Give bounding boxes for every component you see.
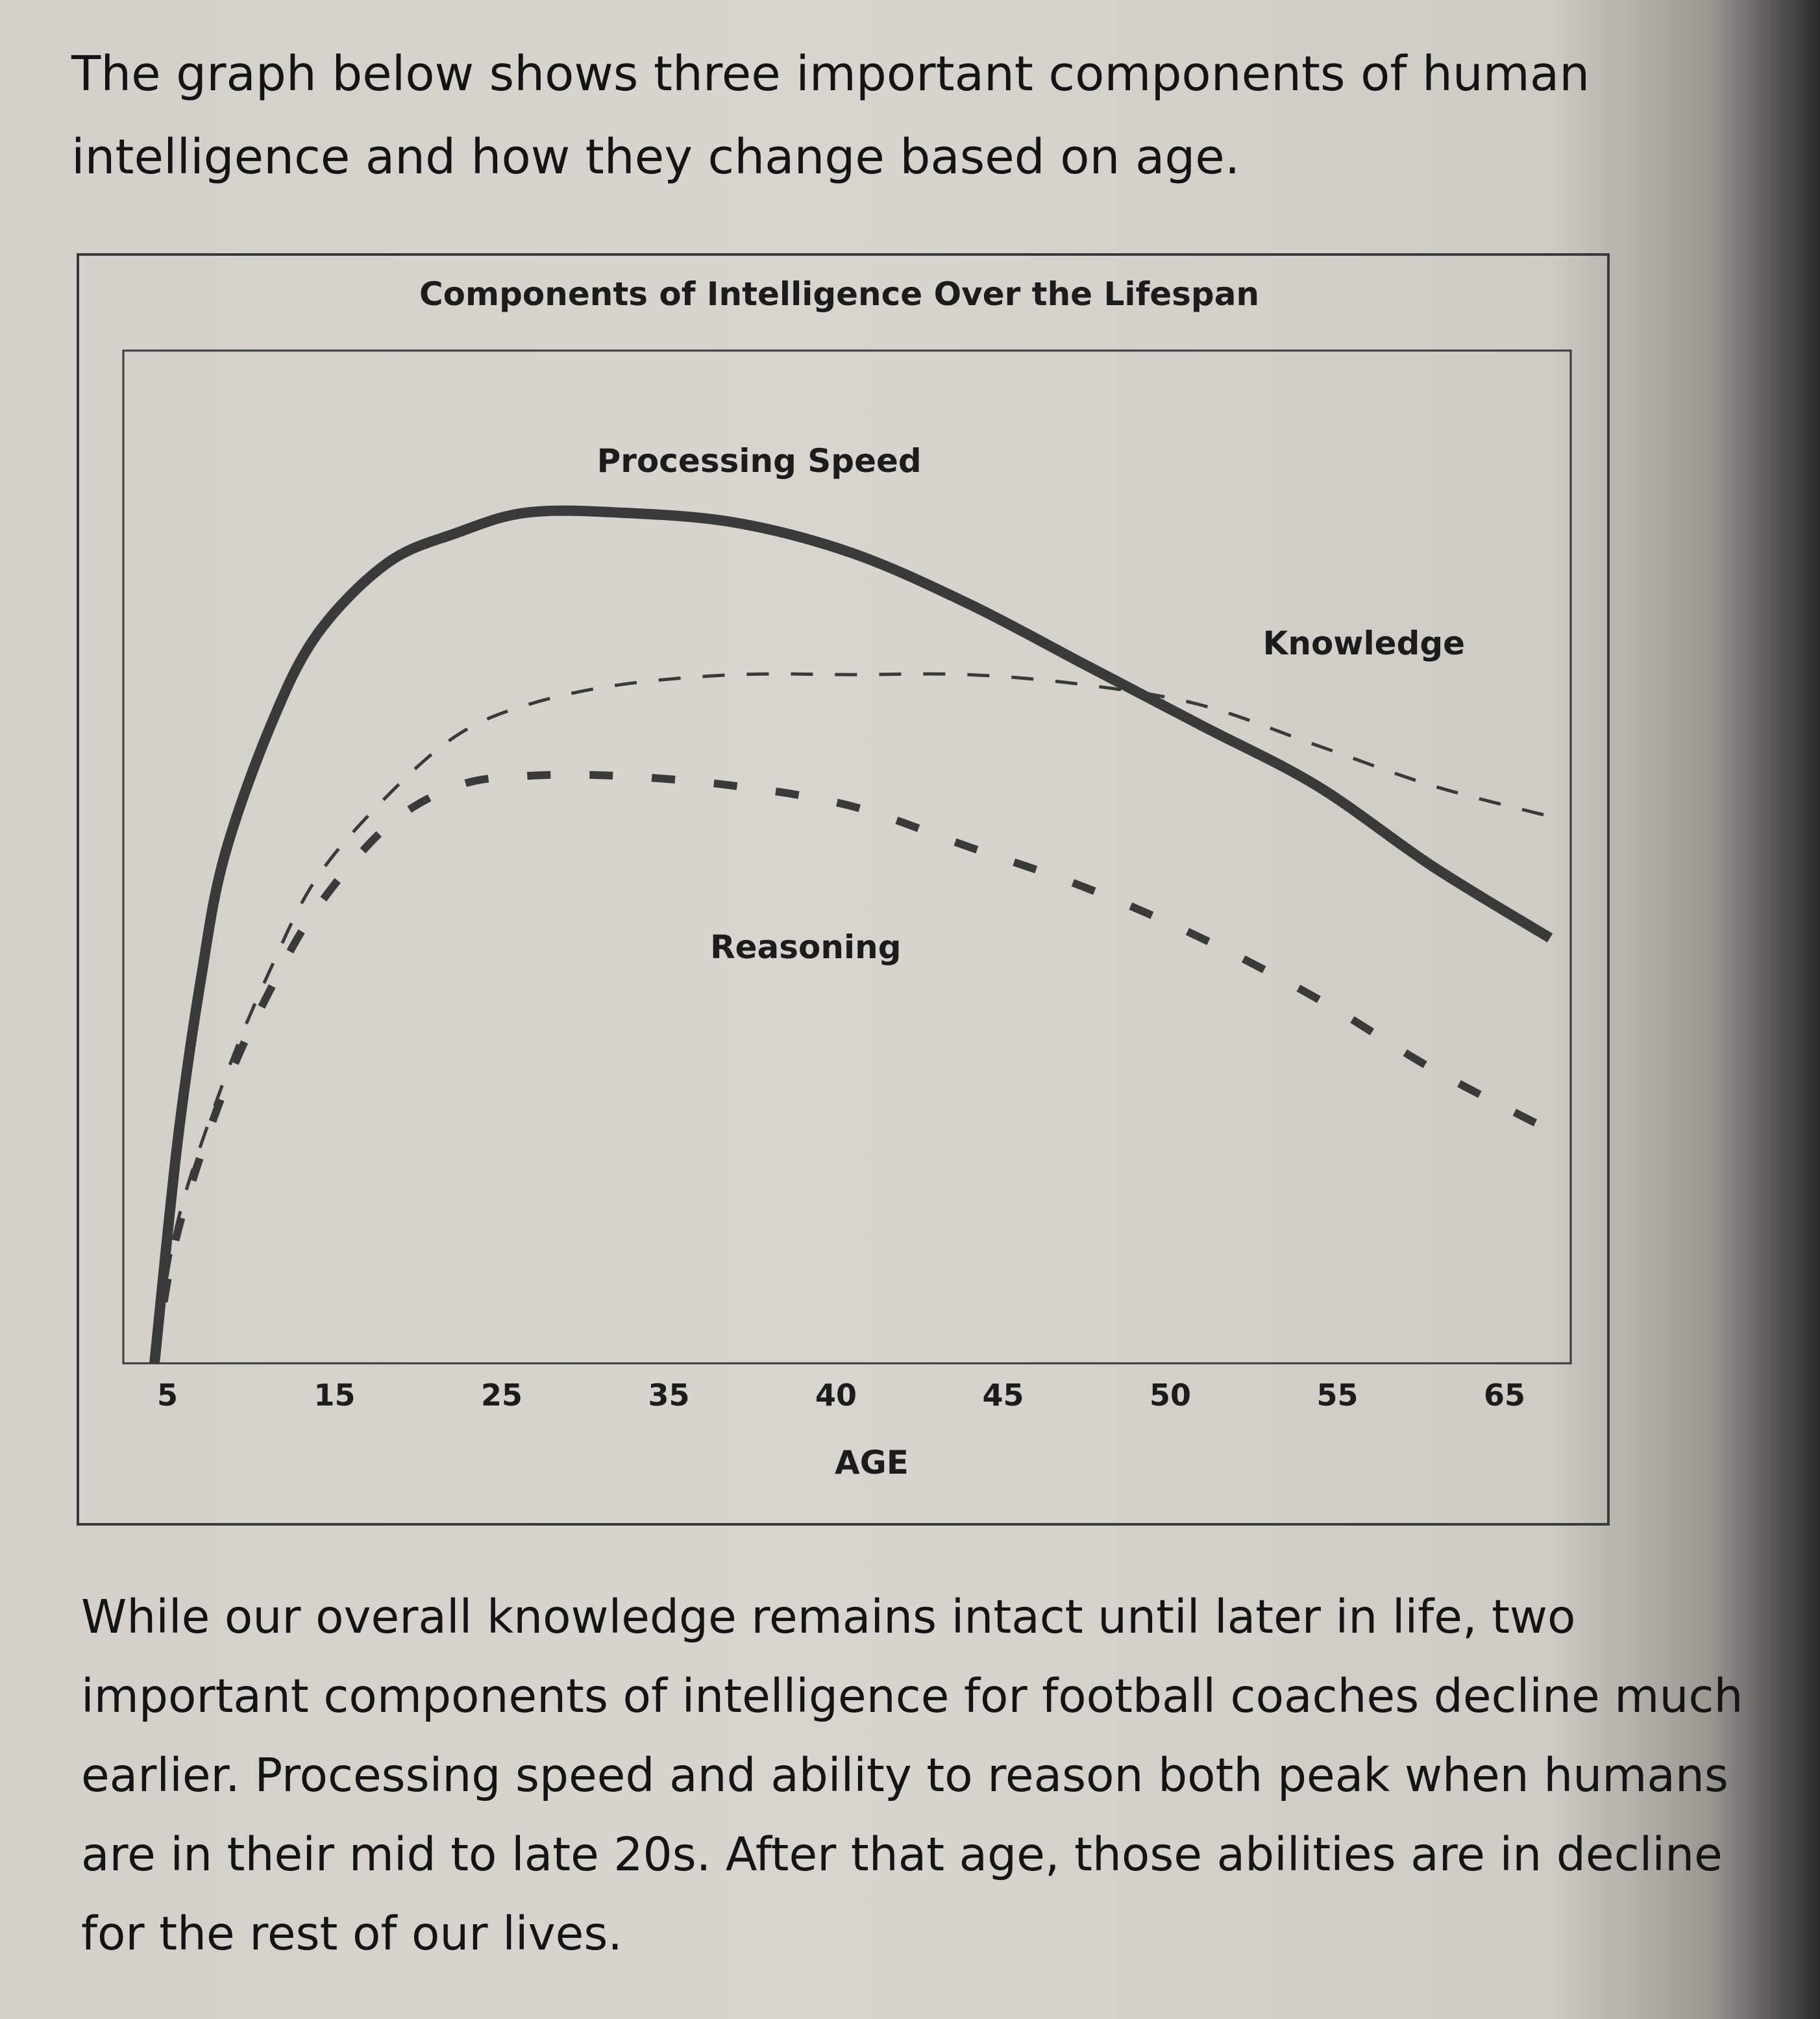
x-tick-label: 40 [815, 1378, 857, 1413]
series-line-reasoning [151, 771, 1552, 1365]
x-axis-label: AGE [835, 1444, 909, 1481]
series-line-processing-speed [149, 505, 1553, 1364]
series-label-processing-speed: Processing Speed [597, 442, 922, 480]
series-label-layer: Processing Speed Knowledge Reasoning [597, 442, 1465, 966]
chart-frame [77, 253, 1610, 1526]
x-tick-label: 15 [314, 1378, 355, 1413]
intelligence-lifespan-chart: Components of Intelligence Over the Life… [122, 275, 1572, 1481]
x-tick-label: 5 [157, 1378, 178, 1413]
series-label-reasoning: Reasoning [710, 928, 901, 966]
outro-paragraph: While our overall knowledge remains inta… [81, 1590, 1743, 1961]
series-label-knowledge: Knowledge [1263, 625, 1465, 662]
intro-paragraph: The graph below shows three important co… [71, 46, 1590, 185]
x-tick-label: 50 [1150, 1378, 1191, 1413]
series-layer [149, 505, 1553, 1365]
x-tick-label: 65 [1484, 1378, 1525, 1413]
x-tick-layer: 5 15 25 35 40 45 50 55 65 [157, 1378, 1525, 1413]
series-line-knowledge [153, 672, 1551, 1364]
x-tick-label: 45 [982, 1378, 1024, 1413]
x-tick-label: 55 [1316, 1378, 1358, 1413]
x-tick-label: 35 [648, 1378, 689, 1413]
plot-area [122, 349, 1572, 1365]
chart-title: Components of Intelligence Over the Life… [419, 275, 1259, 313]
x-tick-label: 25 [481, 1378, 523, 1413]
